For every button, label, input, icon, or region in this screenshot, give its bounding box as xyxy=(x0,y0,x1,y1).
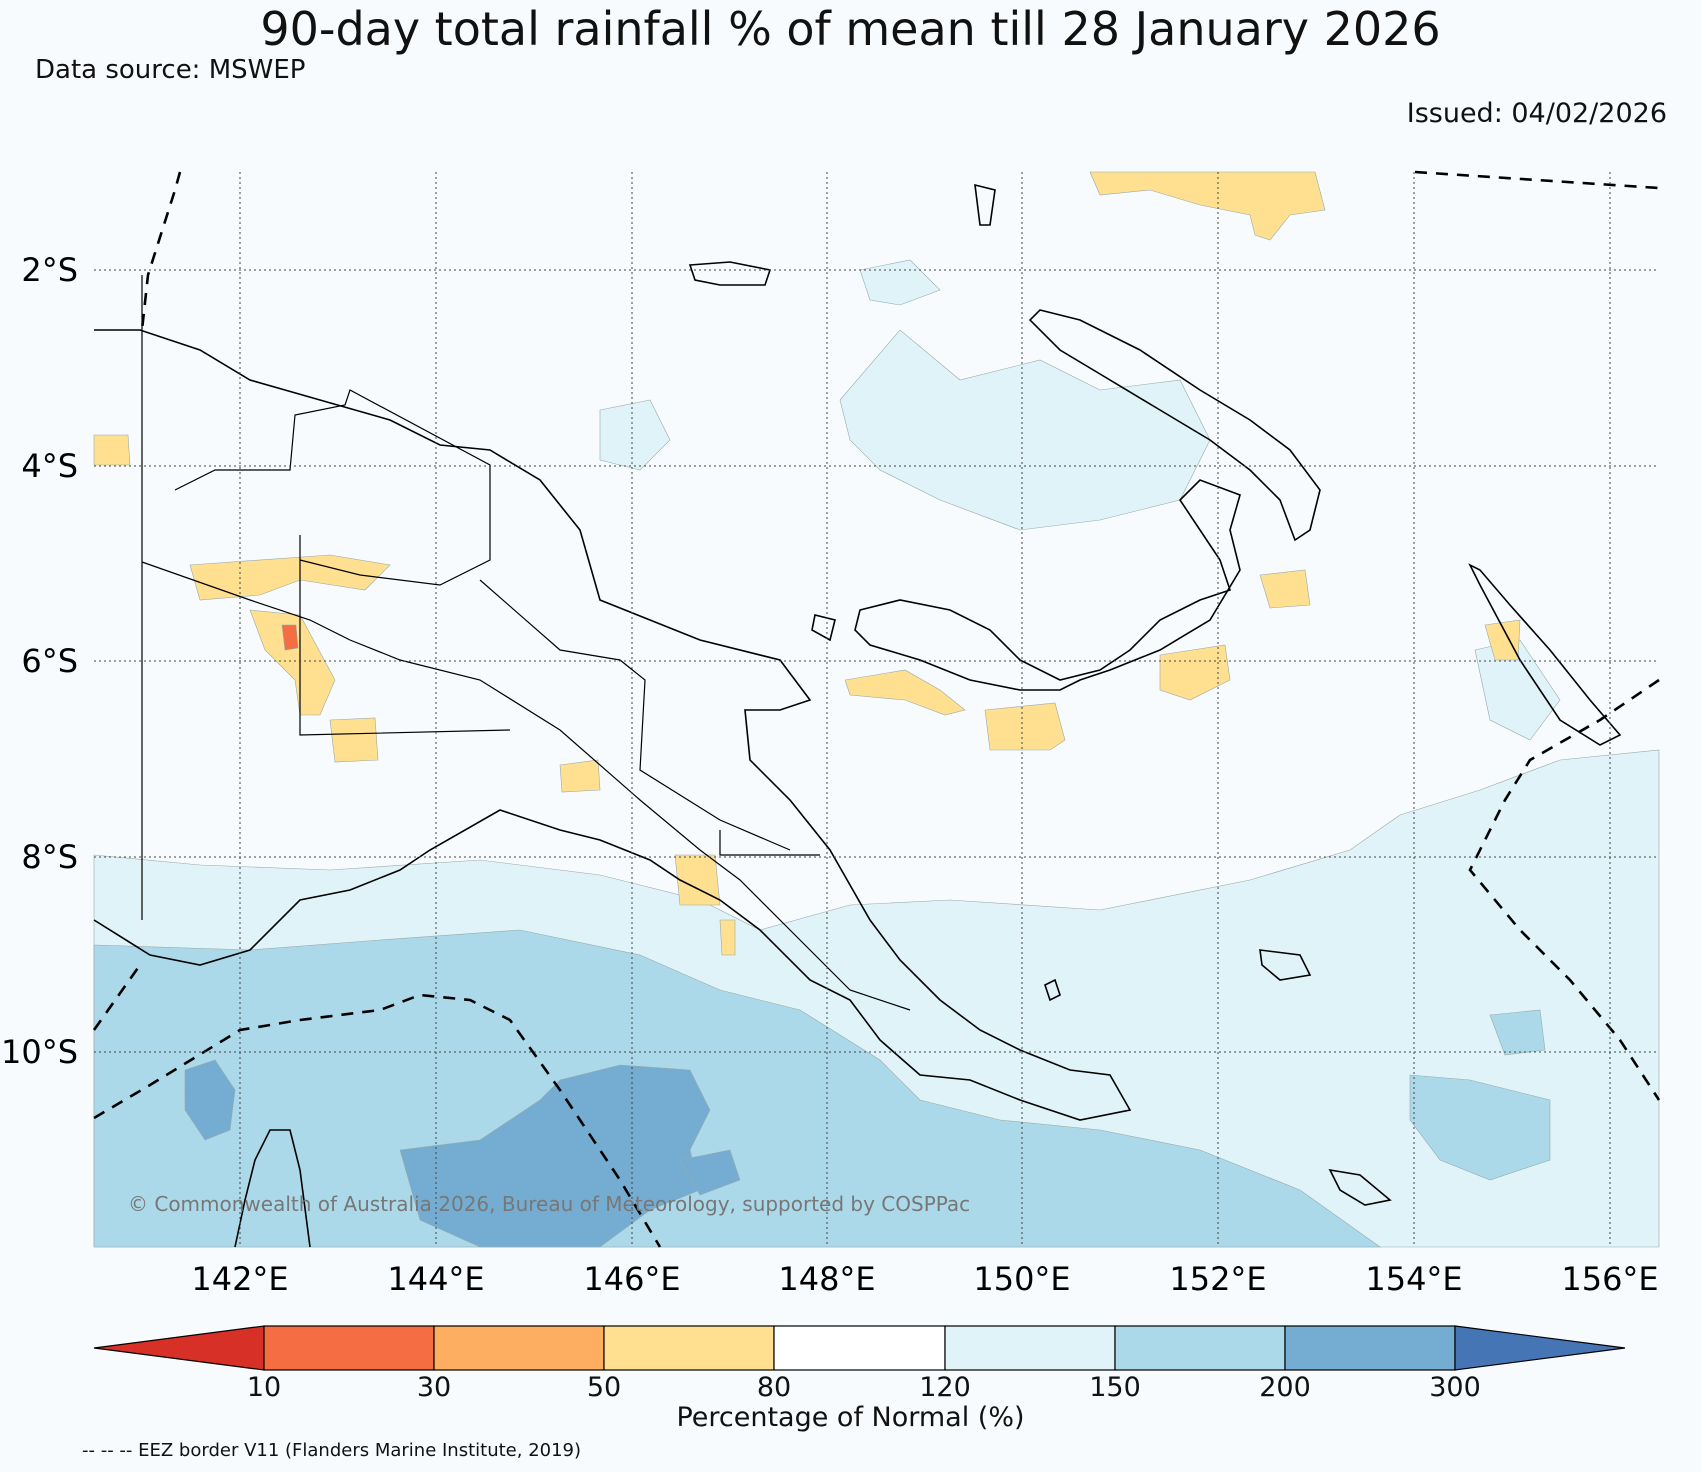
lat-label-8s: 8°S xyxy=(21,838,78,876)
dry-regions xyxy=(93,171,1521,956)
colorbar-segment-200-300 xyxy=(1284,1325,1456,1371)
colorbar-segment-10-30 xyxy=(263,1325,435,1371)
coastline-new-britain xyxy=(854,479,1241,691)
lat-label-2s: 2°S xyxy=(21,251,78,289)
coastline-island-2 xyxy=(1259,949,1312,981)
wet-region-heavy-2 xyxy=(184,1059,236,1141)
coastline-island-5 xyxy=(811,614,836,642)
wet-region-north-2 xyxy=(859,259,941,306)
colorbar-tick-30: 30 xyxy=(416,1372,452,1403)
lon-label-156e: 156°E xyxy=(1561,1260,1658,1298)
border-line-2 xyxy=(141,561,911,1011)
colorbar-segment-50-80 xyxy=(603,1325,775,1371)
eez-border-west xyxy=(140,171,182,331)
lat-label-10s: 10°S xyxy=(1,1033,78,1071)
dry-region-12 xyxy=(559,759,601,793)
colorbar-tick-120: 120 xyxy=(919,1372,971,1403)
colorbar-segment-30-50 xyxy=(433,1325,605,1371)
lon-label-154e: 154°E xyxy=(1365,1260,1462,1298)
lon-label-144e: 144°E xyxy=(387,1260,484,1298)
data-source: Data source: MSWEP xyxy=(35,55,306,85)
dry-region-11 xyxy=(93,434,131,466)
dry-region-3 xyxy=(1159,644,1231,701)
very-dry-spot xyxy=(281,624,299,651)
colorbar-tick-80: 80 xyxy=(756,1372,792,1403)
wet-region-heavy-3 xyxy=(679,1149,741,1196)
wet-region-north-3 xyxy=(599,399,671,471)
border-line-4 xyxy=(174,389,491,586)
colorbar-segment-120-150 xyxy=(944,1325,1116,1371)
colorbar-extend-low xyxy=(93,1325,265,1371)
dry-region-8 xyxy=(329,717,379,763)
lon-label-146e: 146°E xyxy=(583,1260,680,1298)
wet-region-heavy-1 xyxy=(399,1064,711,1248)
map-title: 90-day total rainfall % of mean till 28 … xyxy=(260,2,1441,56)
copyright-notice: © Commonwealth of Australia 2026, Bureau… xyxy=(128,1192,971,1216)
coastline-new-guinea-north xyxy=(93,329,1132,1121)
issued-date: Issued: 04/02/2026 xyxy=(1406,98,1667,129)
coastlines xyxy=(93,183,1622,1248)
lat-label-4s: 4°S xyxy=(21,447,78,485)
lon-label-148e: 148°E xyxy=(778,1260,875,1298)
dry-region-2 xyxy=(844,669,966,716)
colorbar-tick-50: 50 xyxy=(586,1372,622,1403)
coastline-manus xyxy=(688,261,772,286)
wet-region-east-2 xyxy=(1489,1009,1546,1056)
dry-region-4 xyxy=(674,854,721,906)
colorbar-segment-150-200 xyxy=(1114,1325,1286,1371)
wet-region-east-1 xyxy=(1409,1074,1551,1181)
eez-border-southwest xyxy=(93,993,662,1248)
border-line-3 xyxy=(299,535,511,736)
dry-region-9 xyxy=(1259,569,1311,609)
dry-region-north xyxy=(1089,171,1326,241)
lat-label-6s: 6°S xyxy=(21,642,78,680)
eez-note: -- -- -- EEZ border V11 (Flanders Marine… xyxy=(82,1440,582,1461)
coastline-island-1 xyxy=(1044,978,1061,1002)
colorbar xyxy=(93,1325,1626,1371)
dry-region-5 xyxy=(719,919,736,956)
province-borders xyxy=(141,275,911,1011)
eez-borders xyxy=(92,170,1661,1248)
dry-region-1 xyxy=(984,702,1066,751)
eez-border-southwest-2 xyxy=(92,964,142,1031)
coastline-island-3 xyxy=(1328,1168,1392,1206)
colorbar-title: Percentage of Normal (%) xyxy=(676,1402,1025,1433)
border-line-6 xyxy=(719,830,820,856)
colorbar-tick-150: 150 xyxy=(1089,1372,1141,1403)
colorbar-tick-200: 200 xyxy=(1259,1372,1311,1403)
graticule xyxy=(94,172,1659,1247)
lon-label-152e: 152°E xyxy=(1169,1260,1266,1298)
coastline-island-4 xyxy=(974,183,996,226)
colorbar-tick-300: 300 xyxy=(1429,1372,1481,1403)
colorbar-extend-high xyxy=(1454,1325,1626,1371)
wet-region-north-1 xyxy=(839,329,1211,531)
colorbar-tick-10: 10 xyxy=(246,1372,282,1403)
dry-region-7 xyxy=(249,609,336,716)
lon-label-142e: 142°E xyxy=(191,1260,288,1298)
lon-label-150e: 150°E xyxy=(973,1260,1070,1298)
coastline-australia xyxy=(234,1129,311,1248)
eez-border-east xyxy=(1468,678,1661,1101)
colorbar-segment-80-120 xyxy=(773,1325,946,1371)
coastline-bougainville xyxy=(1468,563,1622,746)
dry-region-10 xyxy=(1484,619,1521,661)
border-line-5 xyxy=(479,579,791,851)
coastline-new-ireland xyxy=(1028,309,1321,542)
